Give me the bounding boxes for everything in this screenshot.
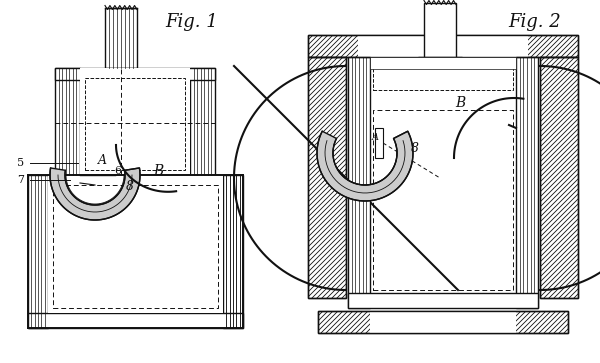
Bar: [516, 57, 538, 308]
Bar: [318, 311, 568, 333]
Text: Fig. 1: Fig. 1: [166, 13, 218, 31]
Bar: [370, 57, 516, 69]
Text: 8: 8: [126, 180, 134, 193]
Bar: [55, 68, 80, 175]
Bar: [540, 57, 578, 298]
Bar: [48, 175, 223, 313]
Text: 7: 7: [17, 175, 24, 185]
Text: Fig. 2: Fig. 2: [509, 13, 562, 31]
Bar: [540, 57, 578, 298]
Polygon shape: [317, 131, 413, 201]
Bar: [348, 57, 370, 308]
Bar: [55, 68, 215, 80]
Bar: [308, 35, 578, 57]
Bar: [348, 293, 538, 308]
Text: 6: 6: [115, 166, 122, 176]
Bar: [308, 57, 346, 298]
Polygon shape: [50, 168, 140, 220]
Text: A: A: [97, 155, 107, 167]
Text: B: B: [153, 164, 163, 178]
Bar: [28, 313, 243, 328]
Bar: [318, 311, 568, 333]
Bar: [370, 311, 516, 333]
Bar: [375, 128, 383, 158]
Bar: [424, 3, 456, 57]
Text: 8: 8: [411, 142, 419, 155]
Bar: [80, 68, 190, 175]
Text: 5: 5: [17, 158, 24, 168]
Bar: [358, 35, 528, 57]
Bar: [190, 68, 215, 175]
Bar: [373, 62, 513, 90]
Bar: [85, 78, 185, 170]
Bar: [28, 175, 48, 328]
Bar: [223, 175, 243, 328]
Bar: [308, 57, 346, 298]
Text: B: B: [455, 96, 465, 110]
Text: A: A: [371, 134, 379, 143]
Bar: [105, 8, 137, 68]
Bar: [308, 35, 578, 57]
